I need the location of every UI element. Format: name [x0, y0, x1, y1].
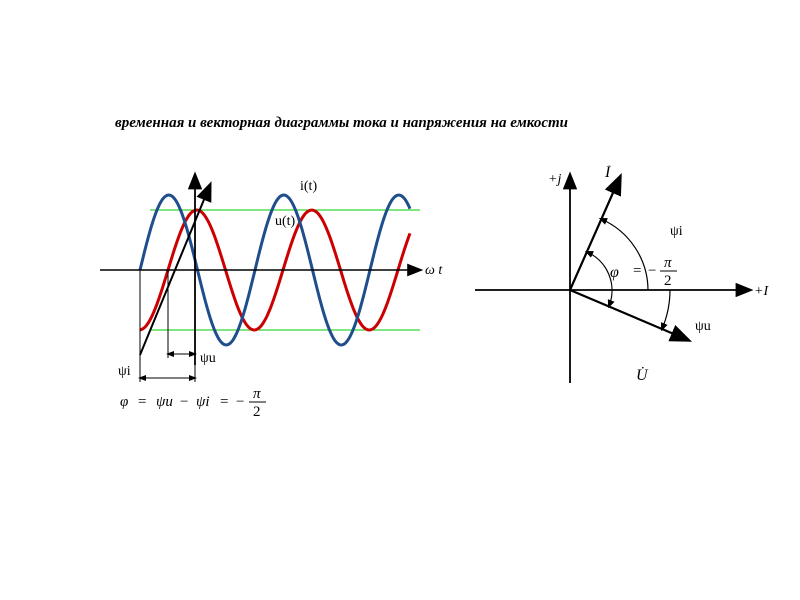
psi-u-arc	[662, 290, 670, 329]
psi-i-arc	[601, 219, 648, 290]
formula: φ = ψu − ψi = − π 2	[120, 386, 266, 420]
phi-formula: = − π 2	[633, 255, 677, 289]
svg-text:2: 2	[253, 404, 261, 420]
svg-text:π: π	[253, 386, 261, 402]
svg-text:−: −	[236, 394, 244, 410]
page-title: временная и векторная диаграммы тока и н…	[115, 115, 568, 132]
svg-text:−: −	[180, 394, 188, 410]
svg-text:ψu: ψu	[156, 394, 173, 410]
psi-i-label: ψi	[118, 364, 131, 379]
svg-text:−: −	[648, 263, 656, 279]
u-vector-label: U̇	[636, 367, 649, 384]
i-vector-label: İ	[604, 165, 611, 181]
real-axis-label: +I	[754, 284, 769, 299]
svg-text:ψi: ψi	[196, 394, 209, 410]
svg-text:=: =	[633, 263, 641, 279]
svg-text:=: =	[138, 394, 146, 410]
psi-u-label: ψu	[200, 351, 216, 366]
svg-text:φ: φ	[120, 394, 128, 410]
svg-text:=: =	[220, 394, 228, 410]
psi-i-arc-label: ψi	[670, 224, 683, 239]
current-label: i(t)	[300, 179, 317, 194]
j-axis-label: +j	[548, 172, 561, 187]
psi-u-arc-label: ψu	[695, 319, 711, 334]
svg-text:π: π	[664, 255, 672, 271]
x-axis-label: ω t	[425, 263, 443, 278]
vector-diagram: +j +I İ U̇ ψi ψu φ = − π 2	[470, 165, 780, 400]
time-diagram: ω t i(t) u(t) ψi ψu φ = ψu − ψi = − π 2	[100, 170, 460, 430]
phi-arc-label: φ	[610, 264, 619, 281]
svg-text:2: 2	[664, 273, 672, 289]
voltage-label: u(t)	[275, 214, 296, 229]
